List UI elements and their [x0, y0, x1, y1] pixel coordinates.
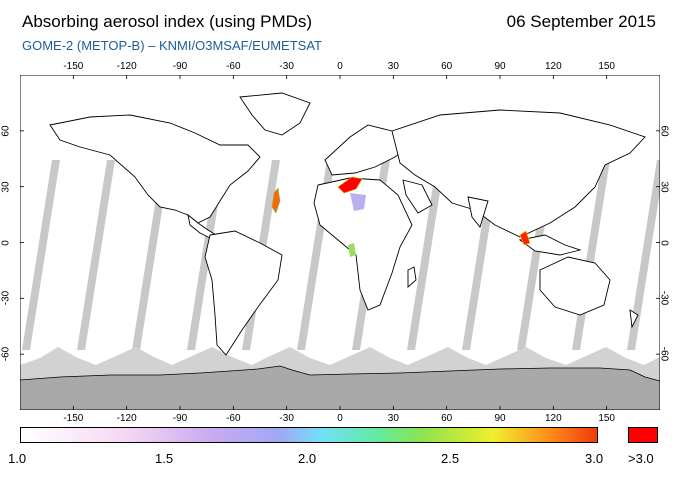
new-zealand: [629, 309, 639, 329]
lon-tick-label-bottom: 30: [387, 413, 399, 424]
lat-tick-label-right: -30: [658, 291, 670, 306]
lon-tick-label-bottom: -60: [226, 413, 241, 424]
continents: [49, 92, 646, 356]
colorbar-label-1-0: 1.0: [8, 451, 27, 466]
lon-tick-label-top: 60: [441, 61, 453, 72]
lon-tick-label-bottom: -150: [63, 413, 84, 424]
data-gap-swath: [22, 160, 60, 350]
lon-tick-label-bottom: -120: [116, 413, 137, 424]
lon-tick-label-bottom: 0: [337, 413, 343, 424]
north-america: [49, 114, 261, 224]
lon-tick-label-top: 90: [494, 61, 506, 72]
map-subtitle: GOME-2 (METOP-B) – KNMI/O3MSAF/EUMETSAT: [22, 38, 322, 53]
lon-tick-label-top: -120: [116, 61, 137, 72]
sahara-aerosol-plume: [337, 176, 363, 194]
india: [467, 196, 489, 228]
colorbar: [20, 427, 598, 443]
world-map: [19, 74, 661, 411]
lat-tick-label-right: 60: [658, 125, 670, 137]
lon-tick-label-top: 150: [598, 61, 615, 72]
latitude-ticks-left: [20, 130, 24, 355]
lon-tick-label-bottom: -90: [172, 413, 188, 424]
lon-tick-label-top: 120: [544, 61, 562, 72]
latitude-ticks-right: [656, 130, 660, 355]
colorbar-label-2-0: 2.0: [298, 451, 317, 466]
west-africa-aerosol-patch: [350, 193, 366, 211]
colorbar-label-1-5: 1.5: [155, 451, 174, 466]
africa-aerosol-patch: [348, 243, 356, 257]
lon-tick-label-top: -30: [279, 61, 294, 72]
arabia: [402, 179, 433, 214]
australia: [539, 256, 611, 316]
colorbar-label-3-0: 3.0: [585, 451, 604, 466]
southeast-asia-islands: [518, 234, 582, 256]
lat-tick-label-left: 60: [0, 125, 12, 137]
africa: [313, 177, 413, 311]
lon-tick-label-bottom: 150: [598, 413, 615, 424]
lon-tick-label-top: -90: [172, 61, 188, 72]
antarctica: [20, 365, 660, 410]
madagascar: [407, 266, 417, 288]
map-title: Absorbing aerosol index (using PMDs): [22, 12, 313, 31]
lat-tick-label-right: -60: [658, 346, 670, 362]
lon-tick-label-bottom: -30: [279, 413, 294, 424]
lon-tick-label-bottom: 120: [544, 413, 562, 424]
data-gap-swath: [627, 160, 660, 350]
lon-tick-label-top: -60: [226, 61, 241, 72]
data-gap-swath: [77, 160, 115, 350]
map-date: 06 September 2015: [506, 12, 656, 31]
data-gap-swath: [407, 160, 445, 350]
lon-tick-label-top: -150: [63, 61, 84, 72]
lon-tick-label-top: 30: [387, 61, 399, 72]
colorbar-label-2-5: 2.5: [441, 451, 460, 466]
longitude-ticks-bottom: [72, 406, 608, 410]
asia: [391, 109, 646, 238]
lon-tick-label-top: 0: [337, 61, 343, 72]
lat-tick-label-right: 30: [658, 181, 670, 193]
lat-tick-label-right: 0: [658, 239, 670, 246]
lat-tick-label-left: -30: [0, 291, 12, 306]
high-index-areas: [271, 176, 531, 257]
lat-tick-label-left: 30: [0, 181, 12, 193]
indonesia-aerosol-plume: [519, 230, 531, 246]
lat-tick-label-left: 0: [0, 239, 12, 246]
colorbar-label-overflow: >3.0: [628, 451, 654, 466]
south-america: [204, 230, 283, 356]
lon-tick-label-bottom: 60: [441, 413, 453, 424]
lon-tick-label-bottom: 90: [494, 413, 506, 424]
colorbar-overflow-swatch: [628, 427, 658, 443]
map-canvas: [19, 74, 661, 411]
lat-tick-label-left: -60: [0, 346, 12, 362]
greenland: [239, 92, 311, 136]
longitude-ticks-top: [72, 75, 608, 79]
atlantic-aerosol-plume: [271, 187, 281, 214]
